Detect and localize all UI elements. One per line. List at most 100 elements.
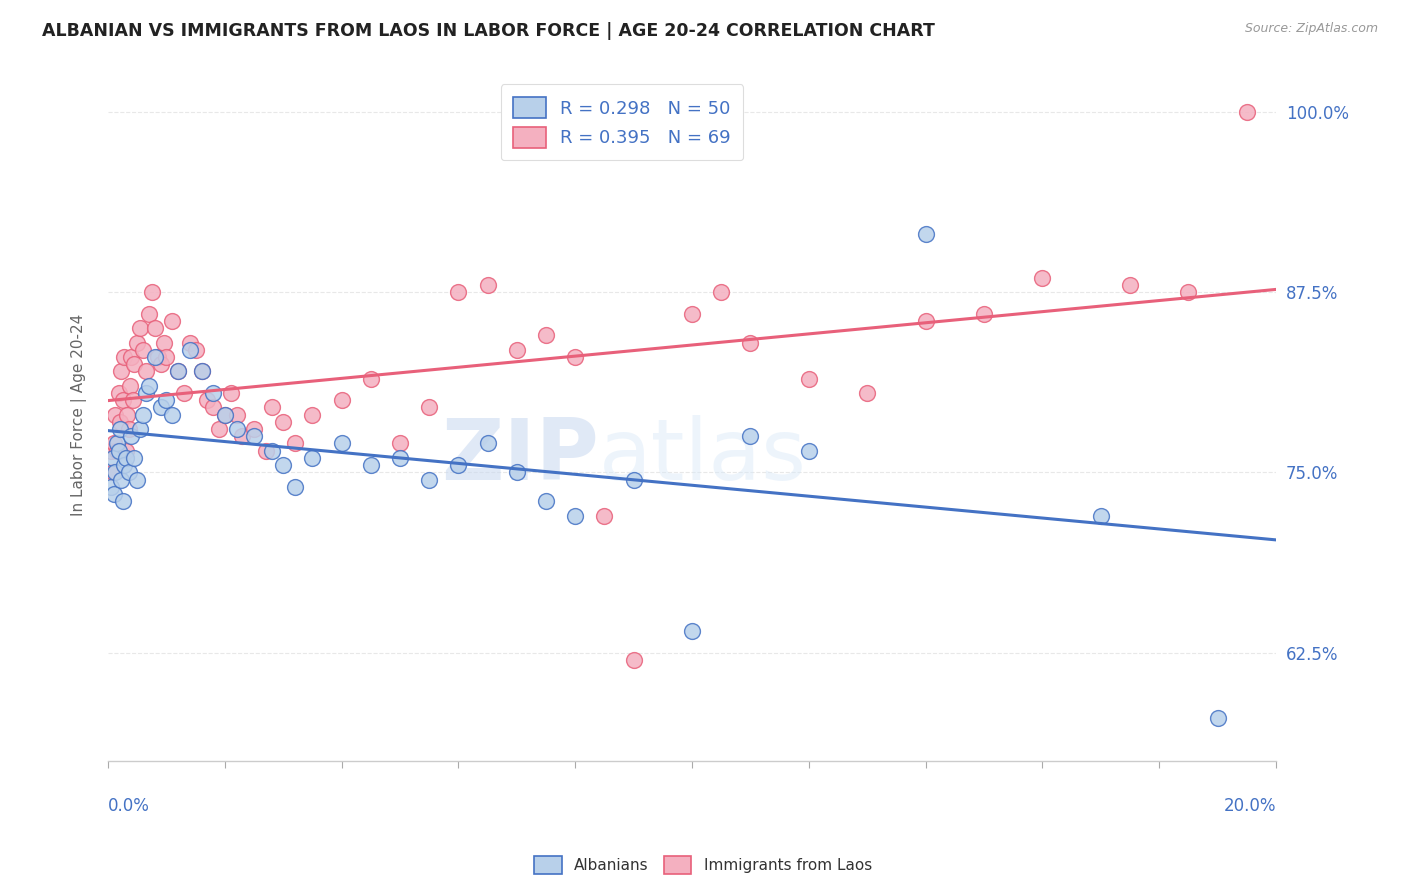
Point [190, 364, 212, 378]
Point [152, 335, 174, 350]
Point [260, 401, 283, 415]
Legend: R = 0.298   N = 50, R = 0.395   N = 69: R = 0.298 N = 50, R = 0.395 N = 69 [501, 85, 744, 161]
Point [112, 458, 135, 472]
Point [111, 393, 134, 408]
Point [135, 364, 157, 378]
Point [225, 408, 247, 422]
Point [202, 401, 225, 415]
Point [534, 494, 557, 508]
Point [534, 328, 557, 343]
Point [141, 285, 163, 299]
Point [138, 307, 160, 321]
Point [149, 401, 172, 415]
Point [710, 285, 733, 299]
Point [101, 466, 124, 480]
Point [117, 466, 139, 480]
Point [105, 436, 128, 450]
Text: ZIP: ZIP [441, 415, 599, 498]
Point [117, 422, 139, 436]
Point [360, 371, 382, 385]
Point [110, 473, 132, 487]
Point [447, 285, 470, 299]
Point [146, 350, 169, 364]
Point [284, 436, 307, 450]
Point [214, 408, 236, 422]
Point [360, 458, 382, 472]
Point [506, 343, 529, 357]
Point [418, 401, 440, 415]
Point [179, 335, 201, 350]
Point [623, 473, 645, 487]
Point [173, 386, 195, 401]
Point [149, 357, 172, 371]
Point [271, 415, 294, 429]
Legend: Albanians, Immigrants from Laos: Albanians, Immigrants from Laos [529, 850, 877, 880]
Point [195, 393, 218, 408]
Point [132, 343, 155, 357]
Point [202, 386, 225, 401]
Point [108, 422, 131, 436]
Text: Source: ZipAtlas.com: Source: ZipAtlas.com [1244, 22, 1378, 36]
Point [132, 408, 155, 422]
Point [100, 480, 122, 494]
Point [301, 408, 323, 422]
Point [104, 408, 127, 422]
Point [114, 443, 136, 458]
Point [162, 314, 184, 328]
Point [593, 508, 616, 523]
Point [107, 386, 129, 401]
Point [1206, 710, 1229, 724]
Point [112, 350, 135, 364]
Text: 0.0%: 0.0% [108, 797, 150, 815]
Point [190, 364, 212, 378]
Point [214, 408, 236, 422]
Point [797, 371, 820, 385]
Point [120, 379, 142, 393]
Point [477, 436, 499, 450]
Point [100, 443, 122, 458]
Point [243, 429, 266, 443]
Point [1031, 270, 1053, 285]
Text: 20.0%: 20.0% [1223, 797, 1277, 815]
Point [389, 450, 412, 465]
Point [162, 408, 184, 422]
Point [1090, 508, 1112, 523]
Point [143, 350, 166, 364]
Point [167, 364, 190, 378]
Point [179, 343, 201, 357]
Point [1236, 104, 1258, 119]
Point [184, 343, 207, 357]
Point [155, 393, 177, 408]
Point [330, 393, 353, 408]
Point [155, 350, 177, 364]
Point [389, 436, 412, 450]
Point [127, 473, 149, 487]
Point [506, 466, 529, 480]
Point [208, 422, 231, 436]
Point [127, 335, 149, 350]
Point [623, 653, 645, 667]
Point [740, 429, 762, 443]
Point [330, 436, 353, 450]
Point [271, 458, 294, 472]
Point [135, 386, 157, 401]
Point [418, 473, 440, 487]
Point [110, 364, 132, 378]
Point [1119, 277, 1142, 292]
Point [107, 443, 129, 458]
Y-axis label: In Labor Force | Age 20-24: In Labor Force | Age 20-24 [72, 313, 87, 516]
Point [973, 307, 995, 321]
Point [243, 422, 266, 436]
Point [254, 443, 277, 458]
Point [167, 364, 190, 378]
Point [284, 480, 307, 494]
Point [681, 307, 703, 321]
Point [111, 494, 134, 508]
Point [301, 450, 323, 465]
Point [447, 458, 470, 472]
Point [120, 429, 142, 443]
Point [114, 450, 136, 465]
Point [103, 487, 125, 501]
Point [101, 450, 124, 465]
Point [129, 422, 152, 436]
